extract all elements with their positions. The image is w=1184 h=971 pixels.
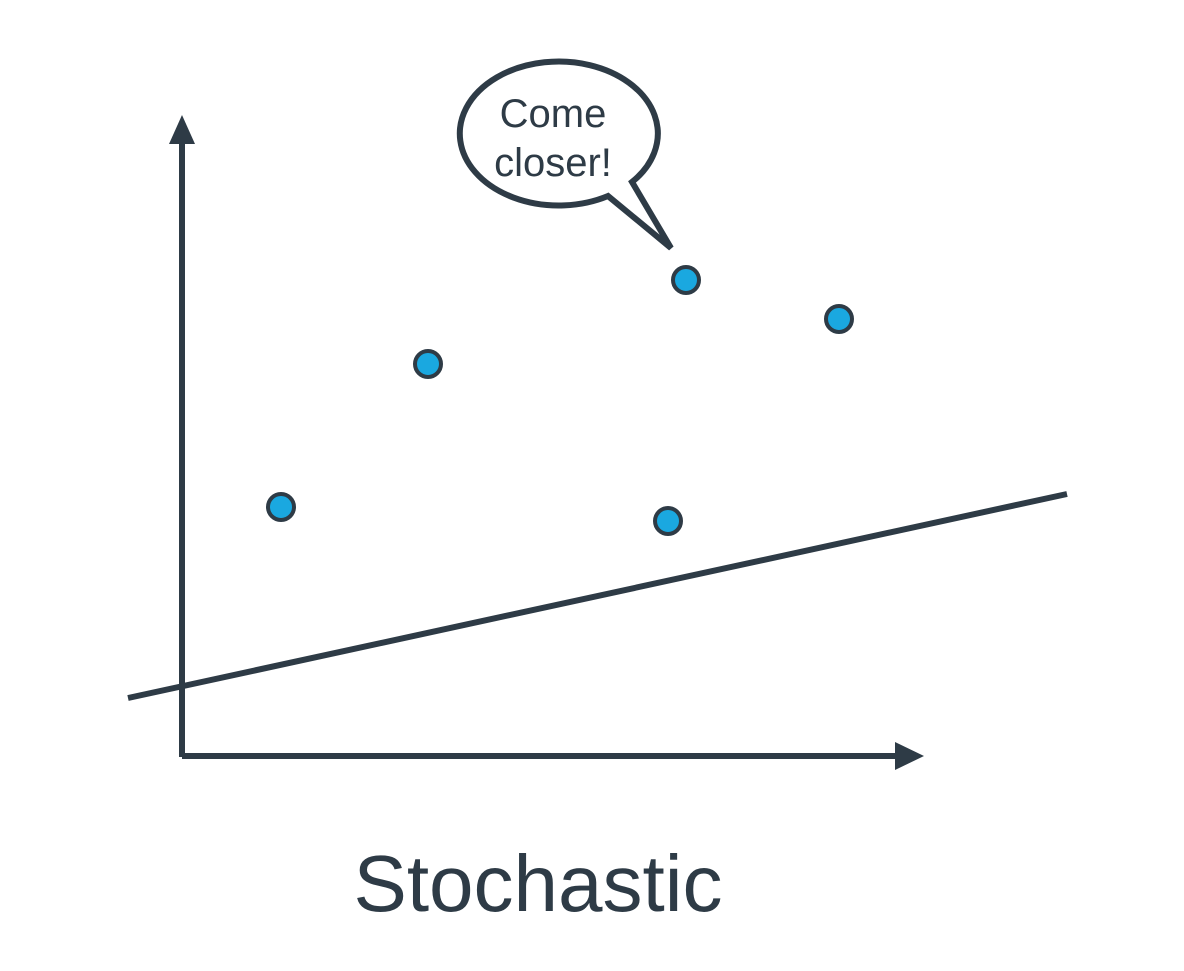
data-point — [653, 506, 683, 536]
speech-bubble-line-2: closer! — [494, 141, 612, 185]
caption: Stochastic — [353, 839, 722, 928]
speech-bubble: Come closer! — [456, 58, 674, 251]
data-point — [824, 304, 854, 334]
x-axis-arrowhead — [895, 742, 924, 770]
regression-line — [127, 491, 1068, 701]
data-point — [413, 349, 443, 379]
data-point — [266, 492, 296, 522]
speech-bubble-outline — [456, 58, 674, 251]
speech-bubble-line-1: Come — [500, 92, 607, 136]
data-point — [671, 265, 701, 295]
y-axis-arrowhead — [169, 115, 195, 144]
